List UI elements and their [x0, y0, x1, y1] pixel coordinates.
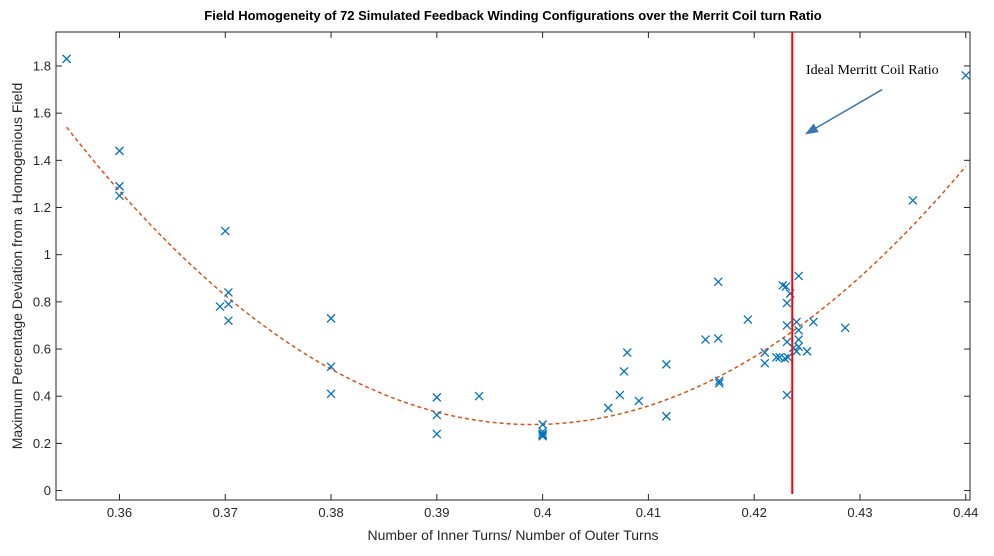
data-point: [538, 430, 548, 440]
data-point: [538, 431, 548, 441]
x-tick-label: 0.4: [534, 505, 552, 520]
y-tick-label: 0.2: [33, 436, 51, 451]
y-tick-label: 1: [44, 247, 51, 262]
data-point: [782, 298, 792, 308]
data-point: [603, 403, 613, 413]
data-point: [661, 411, 671, 421]
y-tick-label: 1.6: [33, 106, 51, 121]
data-point: [215, 302, 225, 312]
y-tick-label: 1.2: [33, 200, 51, 215]
y-tick-label: 0.4: [33, 389, 51, 404]
data-point: [780, 354, 790, 363]
y-tick-label: 1.4: [33, 153, 51, 168]
data-point: [432, 429, 442, 439]
scatter-points: [62, 54, 971, 441]
x-tick-label: 0.37: [213, 505, 238, 520]
data-point: [961, 70, 971, 80]
data-point: [792, 317, 801, 327]
annotation-layer: Ideal Merritt Coil Ratio: [804, 63, 939, 135]
data-point: [771, 352, 781, 362]
data-point: [783, 352, 793, 362]
data-point: [792, 346, 801, 356]
data-point: [802, 346, 812, 356]
data-point: [326, 313, 336, 323]
annotation-text: Ideal Merritt Coil Ratio: [806, 63, 939, 78]
data-point: [714, 378, 724, 388]
data-point: [778, 280, 788, 290]
y-tick-label: 0: [44, 483, 51, 498]
data-point: [794, 342, 804, 352]
data-point: [713, 277, 723, 287]
data-point: [538, 420, 548, 429]
data-point: [223, 299, 233, 309]
data-point: [782, 390, 792, 400]
fit-curve: [66, 126, 967, 426]
data-point: [701, 335, 710, 345]
data-point: [115, 181, 124, 191]
data-point: [794, 335, 804, 345]
data-point: [714, 376, 724, 386]
x-tick-label: 0.41: [636, 505, 661, 520]
data-point: [115, 191, 124, 201]
y-axis: 0 0.2 0.4 0.6 0.8 1 1.2 1.4 1.6 1.8: [33, 58, 970, 498]
x-tick-label: 0.43: [847, 505, 872, 520]
data-point: [794, 271, 804, 281]
chart-title: Field Homogeneity of 72 Simulated Feedba…: [204, 8, 821, 23]
y-tick-label: 1.8: [33, 58, 51, 73]
data-point: [775, 352, 785, 362]
x-axis-label: Number of Inner Turns/ Number of Outer T…: [367, 527, 658, 543]
data-point: [760, 348, 770, 358]
y-tick-label: 0.8: [33, 294, 51, 309]
data-point: [538, 429, 548, 439]
data-point: [782, 320, 792, 330]
fit-curve-layer: [66, 126, 967, 426]
data-point: [622, 348, 632, 358]
data-point: [619, 366, 629, 376]
y-tick-label: 0.6: [33, 342, 51, 357]
data-point: [661, 359, 671, 369]
data-point: [781, 282, 791, 291]
data-point: [760, 358, 770, 368]
x-tick-label: 0.38: [318, 505, 343, 520]
data-point: [808, 317, 818, 327]
data-point: [432, 392, 442, 402]
x-tick-label: 0.39: [424, 505, 449, 520]
data-point: [615, 390, 625, 400]
data-point: [713, 333, 723, 343]
data-point: [840, 323, 850, 333]
data-point: [432, 410, 442, 420]
data-point: [115, 146, 124, 156]
data-point: [223, 287, 233, 297]
x-axis: 0.36 0.37 0.38 0.39 0.4 0.41 0.42 0.43 0.44: [107, 32, 978, 520]
x-tick-label: 0.36: [107, 505, 132, 520]
data-point: [223, 316, 233, 326]
y-axis-label: Maximum Percentage Deviation from a Homo…: [9, 83, 25, 450]
data-point: [743, 315, 753, 325]
annotation-arrow-head: [804, 123, 819, 135]
data-point: [220, 226, 230, 236]
data-point: [62, 54, 72, 64]
plot-area: [55, 31, 971, 501]
data-point: [326, 389, 336, 399]
data-point: [908, 195, 918, 205]
data-point: [474, 391, 484, 401]
data-point: [326, 362, 336, 372]
x-tick-label: 0.44: [953, 505, 978, 520]
x-tick-label: 0.42: [742, 505, 767, 520]
data-point: [794, 325, 804, 335]
annotation-arrow-line: [815, 88, 883, 129]
data-point: [634, 396, 644, 406]
